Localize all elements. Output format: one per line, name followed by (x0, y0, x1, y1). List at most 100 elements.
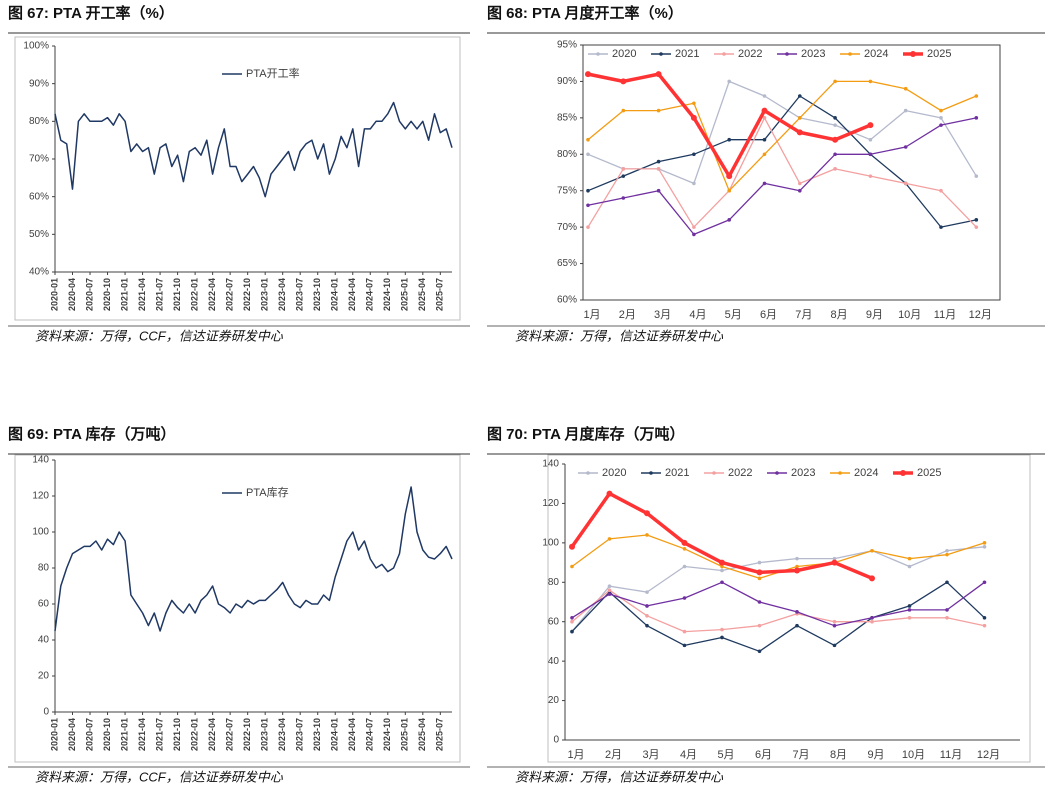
x-tick-label: 2020-10 (102, 718, 112, 751)
point (798, 116, 802, 120)
point (570, 615, 574, 620)
x-tick-label: 2020-10 (102, 278, 112, 311)
point (870, 619, 874, 624)
y-tick-label: 120 (32, 491, 49, 502)
legend-label: 2021 (675, 48, 699, 60)
x-tick-label: 2024-07 (365, 718, 375, 751)
point (727, 79, 731, 84)
point (620, 78, 627, 85)
point (621, 167, 626, 171)
point (903, 145, 908, 149)
point (682, 546, 687, 551)
legend-marker (649, 471, 653, 475)
x-tick-label: 2023-07 (295, 278, 305, 311)
series-line (587, 95, 977, 228)
x-tick-label: 2月 (605, 749, 622, 761)
y-tick-label: 140 (542, 459, 559, 470)
y-tick-label: 40 (38, 635, 50, 646)
y-tick-label: 100 (32, 527, 49, 538)
point (869, 575, 875, 582)
y-tick-label: 80 (38, 563, 50, 574)
y-tick-label: 120 (542, 498, 559, 509)
point (690, 114, 697, 121)
x-tick-label: 3月 (654, 309, 671, 321)
x-tick-label: 2023-01 (260, 718, 270, 751)
point (757, 623, 762, 628)
y-tick-label: 80 (548, 577, 560, 588)
x-tick-label: 2023-10 (312, 278, 322, 311)
point (586, 188, 590, 193)
point (795, 564, 799, 569)
point (645, 533, 649, 537)
point (907, 608, 912, 612)
point (903, 181, 908, 186)
x-tick-label: 7月 (792, 749, 809, 761)
point (757, 560, 762, 565)
x-tick-label: 1月 (583, 309, 600, 321)
y-tick-label: 75% (557, 185, 577, 196)
point (974, 174, 979, 178)
x-tick-label: 2021-07 (154, 278, 164, 311)
y-tick-label: 70% (29, 154, 49, 165)
point (656, 108, 661, 113)
point (645, 614, 649, 618)
legend-label: 2023 (791, 467, 815, 479)
x-tick-label: 2022-04 (207, 718, 217, 751)
point (868, 137, 873, 142)
legend-marker (596, 52, 600, 56)
point (833, 79, 837, 84)
point (720, 568, 724, 573)
point (833, 167, 837, 171)
point (868, 79, 873, 84)
x-tick-label: 6月 (760, 309, 777, 321)
y-tick-label: 20 (548, 695, 560, 706)
point (945, 608, 949, 612)
legend-label: 2020 (602, 467, 626, 479)
point (907, 615, 912, 620)
point (692, 181, 696, 186)
point (762, 152, 767, 157)
y-tick-label: 90% (29, 78, 49, 89)
legend-marker (586, 471, 590, 475)
x-tick-label: 2025-04 (417, 278, 427, 311)
point (607, 584, 612, 589)
point (586, 225, 590, 229)
x-tick-label: 2025-04 (417, 718, 427, 751)
point (796, 129, 803, 136)
point (586, 137, 590, 142)
x-tick-label: 2024-01 (330, 278, 340, 311)
x-tick-label: 2023-07 (295, 718, 305, 751)
point (762, 181, 767, 186)
point (833, 116, 837, 120)
x-tick-label: 2023-04 (277, 718, 287, 751)
legend-marker (775, 471, 779, 475)
x-tick-label: 5月 (725, 309, 742, 321)
point (939, 116, 943, 120)
point (795, 556, 799, 561)
x-tick-label: 2022-10 (242, 278, 252, 311)
plot-border (582, 44, 1001, 301)
point (945, 548, 949, 553)
series-line (587, 80, 977, 192)
x-tick-label: 2023-04 (277, 278, 287, 311)
point (982, 545, 987, 549)
point (570, 629, 574, 634)
point (798, 181, 802, 186)
y-tick-label: 70% (557, 222, 577, 233)
x-tick-label: 10月 (902, 749, 925, 761)
point (656, 159, 661, 164)
point (831, 559, 838, 566)
series-line (571, 581, 985, 627)
point (974, 116, 979, 120)
series-line (54, 101, 453, 198)
legend-label: 2024 (864, 48, 888, 60)
y-tick-label: 80% (29, 116, 49, 127)
point (832, 619, 837, 624)
x-tick-label: 2024-07 (365, 278, 375, 311)
x-tick-label: 6月 (755, 749, 772, 761)
series-line (54, 486, 453, 632)
point (656, 188, 661, 193)
legend-marker (722, 52, 726, 56)
series-line (587, 117, 977, 236)
x-tick-label: 2021-04 (137, 718, 147, 751)
